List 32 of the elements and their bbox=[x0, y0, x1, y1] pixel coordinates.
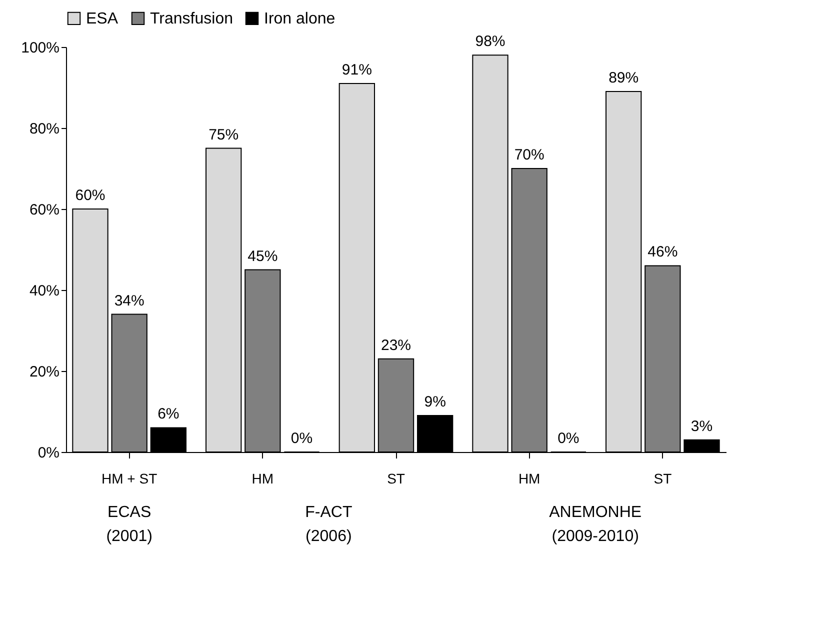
x-tick-label: ST bbox=[654, 470, 672, 486]
data-label: 45% bbox=[248, 248, 278, 265]
data-label: 89% bbox=[608, 70, 639, 87]
x-tick-label: HM bbox=[252, 470, 274, 486]
y-tick-label: 0% bbox=[38, 444, 60, 462]
x-tick-label: HM bbox=[518, 470, 540, 486]
x-tick-label: ST bbox=[387, 470, 406, 486]
data-label: 46% bbox=[648, 244, 678, 261]
x-tick-label: HM + ST bbox=[102, 470, 158, 486]
data-label: 98% bbox=[475, 33, 506, 50]
legend-label: Transfusion bbox=[150, 10, 233, 28]
y-tick-label: 40% bbox=[29, 282, 60, 300]
data-label: 23% bbox=[380, 336, 412, 354]
y-tick-label: 20% bbox=[29, 364, 60, 380]
data-label: 3% bbox=[690, 418, 713, 435]
legend-label: Iron alone bbox=[264, 10, 336, 28]
text: ANEMONHE (2009-2010) bbox=[549, 504, 642, 545]
data-label: 60% bbox=[75, 187, 106, 204]
text: ECAS (2001) bbox=[106, 504, 152, 545]
data-label: 70% bbox=[514, 146, 544, 164]
y-tick-label: 60% bbox=[29, 202, 60, 218]
legend-label: ESA bbox=[86, 10, 118, 28]
data-label: 0% bbox=[290, 430, 313, 447]
data-label: 75% bbox=[208, 126, 239, 144]
y-tick-label: 100% bbox=[21, 40, 60, 56]
data-label: 9% bbox=[424, 394, 446, 411]
data-label: 34% bbox=[114, 292, 144, 310]
data-label: 0% bbox=[558, 430, 580, 447]
data-label: 6% bbox=[158, 406, 180, 423]
text: F-ACT (2006) bbox=[305, 504, 352, 545]
data-label: 91% bbox=[342, 61, 372, 78]
y-tick-label: 80% bbox=[29, 120, 60, 138]
